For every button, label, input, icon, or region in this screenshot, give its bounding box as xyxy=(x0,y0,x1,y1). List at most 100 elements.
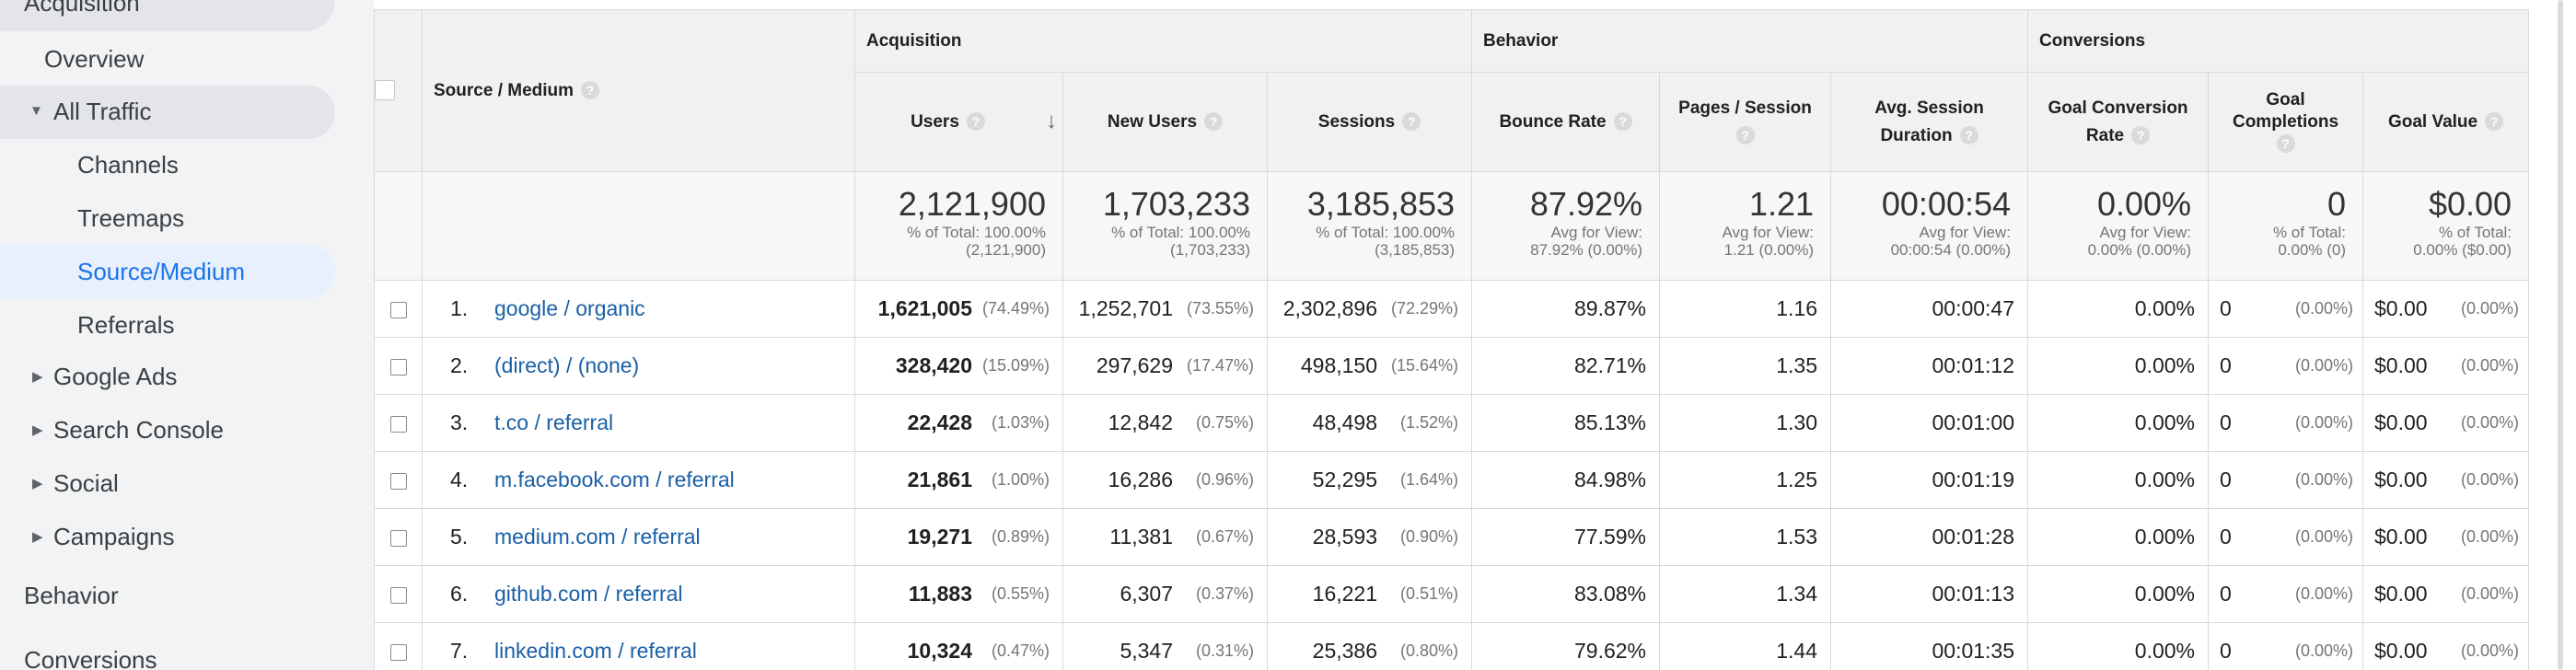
row-checkbox[interactable] xyxy=(389,301,407,318)
help-icon[interactable]: ? xyxy=(966,112,985,132)
row-checkbox[interactable] xyxy=(389,643,407,661)
col-goal-completions[interactable]: Goal Completions ? xyxy=(2208,72,2364,172)
table-row: 7. linkedin.com / referral 10,324 (0.47%) … xyxy=(374,622,2530,670)
total-new-users: 1,703,233 % of Total: 100.00% (1,703,233… xyxy=(1062,171,1268,281)
new-users-value: 16,286 xyxy=(1108,468,1173,491)
nav-behavior[interactable]: Behavior xyxy=(24,582,119,609)
goal-value-value: $0.00 xyxy=(2374,410,2428,434)
totals-empty-cb xyxy=(374,171,423,281)
nav-channels[interactable]: Channels xyxy=(77,151,179,179)
nav-conversions[interactable]: Conversions xyxy=(24,646,157,670)
nav-acquisition[interactable]: Acquisition xyxy=(24,0,140,17)
new-users-cell: 12,842 (0.75%) xyxy=(1062,394,1268,452)
source-medium-link[interactable]: m.facebook.com / referral xyxy=(494,468,735,491)
avg-duration-value: 00:01:35 xyxy=(1830,622,2029,670)
row-checkbox[interactable] xyxy=(389,472,407,490)
nav-campaigns[interactable]: Campaigns xyxy=(53,523,175,550)
sidebar: Acquisition Overview ▼ All Traffic Chann… xyxy=(0,0,374,670)
total-avg-duration: 00:00:54 Avg for View: 00:00:54 (0.00%) xyxy=(1830,171,2029,281)
col-new-users-label: New Users xyxy=(1107,111,1198,132)
goal-value-pct: (0.00%) xyxy=(2461,641,2520,660)
source-cell: 2. (direct) / (none) xyxy=(422,337,855,395)
row-checkbox[interactable] xyxy=(389,415,407,433)
total-goal-conv-rate-sub2: 0.00% (0.00%) xyxy=(2087,241,2192,259)
row-rank: 3. xyxy=(450,410,469,434)
col-goal-completions-label-1: Goal xyxy=(2266,89,2305,110)
sessions-value: 25,386 xyxy=(1312,639,1378,663)
help-icon[interactable]: ? xyxy=(1959,126,1978,145)
goal-completions-pct: (0.00%) xyxy=(2294,527,2354,546)
sort-descending-icon[interactable]: ↓ xyxy=(1046,109,1057,133)
sessions-cell: 2,302,896 (72.29%) xyxy=(1266,280,1473,338)
nav-social[interactable]: Social xyxy=(53,469,119,497)
col-goal-conversion-rate[interactable]: Goal Conversion Rate? xyxy=(2027,72,2210,172)
source-medium-link[interactable]: t.co / referral xyxy=(494,410,614,434)
sessions-cell: 28,593 (0.90%) xyxy=(1266,508,1473,566)
help-icon[interactable]: ? xyxy=(2485,112,2504,132)
col-goal-value[interactable]: Goal Value? xyxy=(2362,72,2530,172)
select-all-checkbox[interactable] xyxy=(375,80,395,101)
vertical-scrollbar[interactable] xyxy=(2558,0,2563,670)
bounce-rate-value: 82.71% xyxy=(1471,337,1661,395)
goal-completions-cell: 0 (0.00%) xyxy=(2208,280,2364,338)
source-medium-link[interactable]: linkedin.com / referral xyxy=(494,639,697,663)
total-goal-conv-rate-sub1: Avg for View: xyxy=(2099,224,2192,241)
col-avg-session-duration[interactable]: Avg. Session Duration? xyxy=(1830,72,2029,172)
goal-conv-rate-value: 0.00% xyxy=(2027,337,2210,395)
total-users-sub1: % of Total: 100.00% xyxy=(907,224,1046,241)
row-rank: 4. xyxy=(450,468,469,491)
help-icon[interactable]: ? xyxy=(1735,126,1755,145)
new-users-cell: 11,381 (0.67%) xyxy=(1062,508,1268,566)
users-cell: 328,420 (15.09%) xyxy=(854,337,1063,395)
nav-search-console[interactable]: Search Console xyxy=(53,416,224,444)
nav-source-medium[interactable]: Source/Medium xyxy=(77,258,246,285)
table-body: 1. google / organic 1,621,005 (74.49%) 1,2… xyxy=(374,280,2530,670)
col-pages-session[interactable]: Pages / Session ? xyxy=(1659,72,1832,172)
goal-value-cell: $0.00 (0.00%) xyxy=(2362,394,2530,452)
nav-overview[interactable]: Overview xyxy=(44,45,145,73)
new-users-value: 5,347 xyxy=(1120,639,1173,663)
sessions-value: 2,302,896 xyxy=(1282,296,1378,320)
row-checkbox[interactable] xyxy=(389,358,407,375)
help-icon[interactable]: ? xyxy=(581,81,600,100)
col-sessions[interactable]: Sessions? xyxy=(1266,72,1473,172)
source-medium-link[interactable]: (direct) / (none) xyxy=(494,353,640,377)
help-icon[interactable]: ? xyxy=(2131,126,2151,145)
help-icon[interactable]: ? xyxy=(1613,112,1632,132)
nav-all-traffic[interactable]: All Traffic xyxy=(53,98,152,125)
col-source-medium[interactable]: Source / Medium? xyxy=(422,9,855,172)
totals-row: 2,121,900 % of Total: 100.00% (2,121,900… xyxy=(374,171,2530,281)
sessions-pct: (72.29%) xyxy=(1390,299,1459,318)
caret-right-icon: ▶ xyxy=(32,476,43,491)
source-cell: 1. google / organic xyxy=(422,280,855,338)
help-icon[interactable]: ? xyxy=(2276,134,2295,154)
nav-referrals[interactable]: Referrals xyxy=(77,311,175,339)
help-icon[interactable]: ? xyxy=(1204,112,1224,132)
col-pages-session-label: Pages / Session xyxy=(1678,98,1812,118)
nav-google-ads[interactable]: Google Ads xyxy=(53,363,178,390)
goal-completions-cell: 0 (0.00%) xyxy=(2208,565,2364,623)
source-medium-link[interactable]: medium.com / referral xyxy=(494,525,701,549)
source-medium-table: Source / Medium? Acquisition Behavior Co… xyxy=(374,9,2530,670)
bounce-rate-value: 89.87% xyxy=(1471,280,1661,338)
row-checkbox[interactable] xyxy=(389,586,407,604)
source-cell: 4. m.facebook.com / referral xyxy=(422,451,855,509)
source-medium-link[interactable]: github.com / referral xyxy=(494,582,683,606)
goal-completions-pct: (0.00%) xyxy=(2294,356,2354,375)
col-users[interactable]: Users? ↓ xyxy=(854,72,1063,172)
new-users-value: 6,307 xyxy=(1120,582,1173,606)
total-goal-conv-rate: 0.00% Avg for View: 0.00% (0.00%) xyxy=(2027,171,2210,281)
row-checkbox[interactable] xyxy=(389,529,407,547)
col-new-users[interactable]: New Users? xyxy=(1062,72,1268,172)
goal-completions-pct: (0.00%) xyxy=(2294,584,2354,603)
goal-value-cell: $0.00 (0.00%) xyxy=(2362,508,2530,566)
goal-completions-pct: (0.00%) xyxy=(2294,641,2354,660)
row-rank: 6. xyxy=(450,582,469,606)
users-pct: (0.47%) xyxy=(991,641,1050,660)
source-medium-link[interactable]: google / organic xyxy=(494,296,645,320)
nav-treemaps[interactable]: Treemaps xyxy=(77,204,185,232)
table-row: 1. google / organic 1,621,005 (74.49%) 1,2… xyxy=(374,280,2530,338)
help-icon[interactable]: ? xyxy=(1402,112,1421,132)
col-bounce-rate[interactable]: Bounce Rate? xyxy=(1471,72,1661,172)
new-users-cell: 297,629 (17.47%) xyxy=(1062,337,1268,395)
